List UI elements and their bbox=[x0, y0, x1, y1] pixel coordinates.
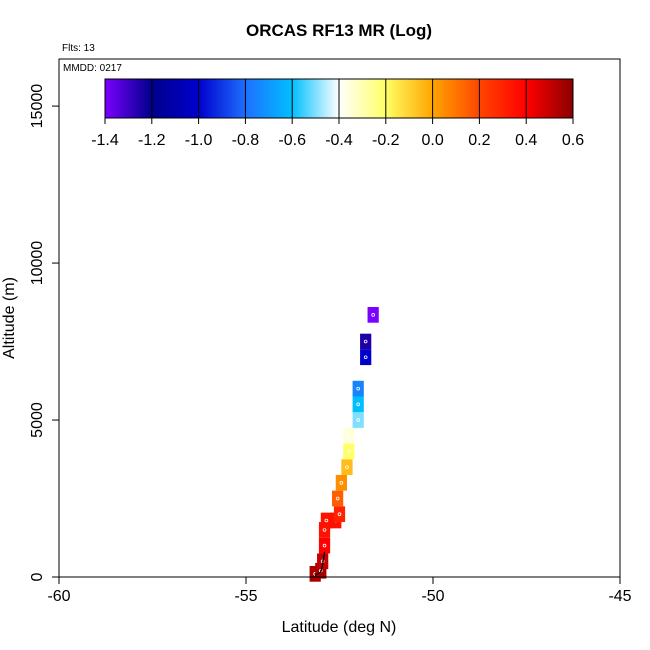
x-tick-label: -60 bbox=[47, 588, 70, 605]
colorbar-tick-label: 0.6 bbox=[562, 132, 584, 149]
data-point bbox=[347, 433, 351, 438]
colorbar-tick-label: -0.2 bbox=[372, 132, 400, 149]
data-cell bbox=[343, 427, 355, 444]
data-point bbox=[345, 465, 349, 469]
colorbar-tick-label: -0.6 bbox=[278, 132, 306, 149]
colorbar-tick-label: -0.4 bbox=[325, 132, 353, 149]
data-cell bbox=[360, 349, 372, 366]
data-cell bbox=[352, 412, 364, 428]
y-axis: 0 5000 10000 15000 bbox=[29, 84, 60, 581]
x-axis: -60 -55 -50 -45 bbox=[47, 576, 632, 605]
colorbar-tick-label: -1.4 bbox=[91, 132, 119, 149]
data-point bbox=[363, 355, 368, 360]
data-point bbox=[322, 528, 327, 532]
y-axis-label: Altitude (m) bbox=[1, 277, 18, 359]
data-cell bbox=[318, 522, 331, 538]
data-cell bbox=[352, 396, 364, 413]
data-cell bbox=[352, 380, 364, 397]
x-axis-label: Latitude (deg N) bbox=[282, 619, 397, 636]
data-point bbox=[339, 481, 344, 485]
data-point bbox=[356, 418, 361, 422]
colorbar-ticks: -1.4 -1.2 -1.0 -0.8 -0.6 -0.4 -0.2 0.0 0.2 0.4 0.6 bbox=[91, 79, 584, 149]
data-point bbox=[324, 518, 329, 523]
data-point bbox=[371, 313, 375, 317]
data-cell bbox=[367, 307, 379, 323]
data-cells bbox=[309, 307, 379, 582]
data-cell bbox=[332, 490, 344, 507]
x-tick-label: -55 bbox=[234, 588, 257, 605]
x-tick-label: -50 bbox=[421, 588, 444, 605]
data-cell bbox=[360, 333, 372, 350]
chart-title: ORCAS RF13 MR (Log) bbox=[246, 21, 432, 40]
y-tick-label: 0 bbox=[29, 572, 46, 581]
y-tick-label: 15000 bbox=[29, 84, 46, 129]
colorbar-tick-label: 0.4 bbox=[515, 132, 537, 149]
data-cell bbox=[320, 512, 333, 529]
y-tick-label: 5000 bbox=[29, 402, 46, 438]
data-point bbox=[347, 449, 351, 454]
data-cell bbox=[341, 459, 353, 475]
data-cell bbox=[333, 506, 346, 523]
data-point bbox=[337, 512, 342, 517]
data-cell bbox=[335, 474, 347, 491]
colorbar-tick-label: -1.2 bbox=[138, 132, 166, 149]
data-point bbox=[363, 339, 368, 344]
colorbar-tick-label: 0.0 bbox=[421, 132, 443, 149]
data-point bbox=[322, 543, 327, 548]
colorbar-tick-label: -0.8 bbox=[232, 132, 260, 149]
data-point bbox=[335, 496, 340, 501]
x-tick-label: -45 bbox=[608, 588, 631, 605]
flight-track bbox=[314, 551, 326, 576]
data-cell bbox=[343, 443, 355, 460]
data-cell bbox=[318, 537, 331, 554]
y-tick-label: 10000 bbox=[29, 241, 46, 286]
date-label: MMDD: 0217 bbox=[63, 63, 122, 74]
data-point bbox=[356, 402, 361, 407]
colorbar-tick-label: -1.0 bbox=[185, 132, 213, 149]
colorbar-tick-label: 0.2 bbox=[468, 132, 490, 149]
flights-label: Flts: 13 bbox=[62, 43, 95, 54]
data-point bbox=[356, 386, 361, 391]
